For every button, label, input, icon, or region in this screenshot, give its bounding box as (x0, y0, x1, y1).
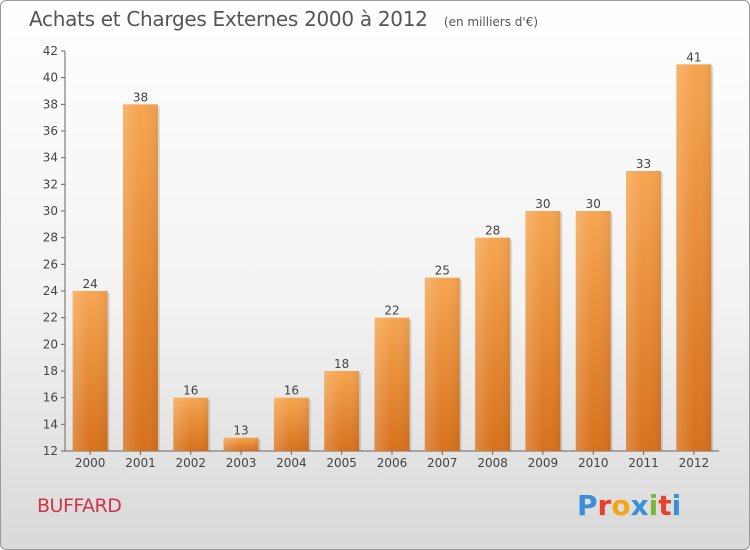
y-tick-label: 34 (43, 151, 58, 165)
logo-letter: P (577, 489, 598, 522)
x-tick-label: 2008 (477, 456, 508, 470)
bar-highlight (424, 277, 460, 451)
logo-letter: o (611, 489, 631, 522)
chart-title-text: Achats et Charges Externes 2000 à 2012 (29, 7, 428, 31)
bar-value-label: 33 (636, 157, 651, 171)
logo-letter: x (630, 489, 649, 522)
x-tick-label: 2000 (75, 456, 106, 470)
bar-highlight (575, 211, 611, 451)
bar-highlight (122, 104, 158, 451)
bar-value-label: 30 (535, 197, 550, 211)
y-tick-label: 30 (43, 204, 58, 218)
bar-highlight (525, 211, 561, 451)
y-tick-label: 28 (43, 231, 58, 245)
bar-value-label: 16 (284, 384, 299, 398)
bar-value-label: 38 (133, 90, 148, 104)
commune-name: BUFFARD (37, 495, 122, 517)
y-tick-label: 12 (43, 444, 58, 458)
x-tick-label: 2007 (427, 456, 458, 470)
x-tick-label: 2003 (226, 456, 257, 470)
y-tick-label: 14 (43, 417, 58, 431)
bar-value-label: 25 (435, 264, 450, 278)
logo-letter: t (658, 489, 672, 522)
chart-title: Achats et Charges Externes 2000 à 2012 (… (29, 7, 538, 31)
logo-letter: r (597, 489, 612, 522)
bar-highlight (273, 397, 309, 451)
y-tick-label: 22 (43, 311, 58, 325)
x-tick-label: 2010 (578, 456, 609, 470)
y-tick-label: 38 (43, 97, 58, 111)
x-tick-label: 2012 (679, 456, 710, 470)
x-tick-label: 2009 (528, 456, 559, 470)
bar-highlight (173, 397, 209, 451)
bar-highlight (475, 237, 511, 451)
x-tick-label: 2001 (125, 456, 156, 470)
y-tick-label: 24 (43, 284, 58, 298)
bar-value-label: 22 (384, 304, 399, 318)
x-tick-label: 2011 (628, 456, 659, 470)
chart-unit: (en milliers d'€) (443, 15, 539, 29)
bar-value-label: 24 (83, 277, 98, 291)
bar-value-label: 41 (686, 50, 701, 64)
y-tick-label: 32 (43, 177, 58, 191)
bar-value-label: 16 (183, 384, 198, 398)
bar-highlight (223, 437, 259, 451)
x-tick-label: 2006 (377, 456, 408, 470)
x-tick-label: 2002 (175, 456, 206, 470)
y-tick-label: 40 (43, 71, 58, 85)
logo-letter: i (671, 489, 682, 522)
plot-area: 12 14 16 18 20 22 24 26 28 30 32 34 36 38 40 42 24 2000 38… (43, 44, 719, 470)
x-tick-label: 2004 (276, 456, 307, 470)
bar-highlight (72, 291, 108, 451)
bar-value-label: 30 (586, 197, 601, 211)
logo-letter: i (648, 489, 659, 522)
x-tick-label: 2005 (326, 456, 357, 470)
y-tick-label: 20 (43, 337, 58, 351)
bar-value-label: 18 (334, 357, 349, 371)
bar-value-label: 28 (485, 224, 500, 238)
bar-highlight (676, 64, 712, 452)
y-tick-label: 16 (43, 391, 58, 405)
bar-highlight (626, 171, 662, 451)
proxiti-logo: Proxiti (577, 489, 681, 522)
y-tick-label: 26 (43, 257, 58, 271)
y-tick-label: 36 (43, 124, 58, 138)
bar-value-label: 13 (233, 424, 248, 438)
bar-highlight (374, 317, 410, 451)
y-tick-label: 18 (43, 364, 58, 378)
y-tick-label: 42 (43, 44, 58, 58)
bar-highlight (324, 371, 360, 451)
